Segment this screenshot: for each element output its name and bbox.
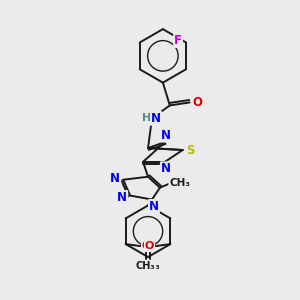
- Text: N: N: [117, 191, 127, 204]
- Text: S: S: [186, 143, 195, 157]
- Text: N: N: [151, 112, 161, 125]
- Text: N: N: [110, 172, 120, 185]
- Text: CH₃: CH₃: [169, 178, 190, 188]
- Text: CH₃: CH₃: [136, 261, 155, 271]
- Text: N: N: [161, 129, 171, 142]
- Text: N: N: [161, 162, 171, 175]
- Text: CH₃: CH₃: [141, 261, 160, 271]
- Text: H: H: [142, 113, 152, 123]
- Text: O: O: [142, 241, 151, 251]
- Text: O: O: [145, 241, 154, 251]
- Text: F: F: [174, 34, 182, 47]
- Text: O: O: [193, 96, 202, 109]
- Text: N: N: [149, 200, 159, 213]
